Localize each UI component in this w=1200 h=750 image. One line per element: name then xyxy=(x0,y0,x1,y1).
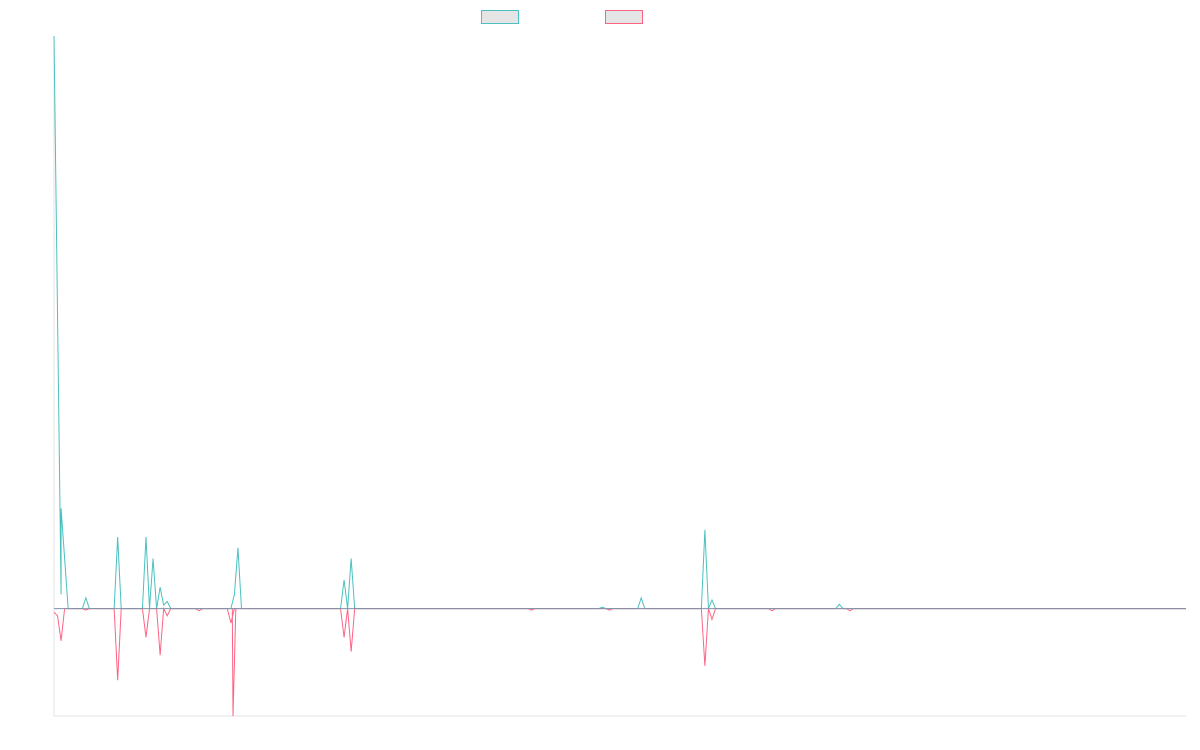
legend-swatch-series-1[interactable] xyxy=(481,10,519,24)
series-line-2[interactable] xyxy=(53,606,1186,717)
axes xyxy=(53,36,1186,717)
series-line-1[interactable] xyxy=(53,35,1186,610)
legend xyxy=(0,10,1200,26)
series-group xyxy=(53,35,1186,717)
legend-swatch-series-2[interactable] xyxy=(605,10,643,24)
